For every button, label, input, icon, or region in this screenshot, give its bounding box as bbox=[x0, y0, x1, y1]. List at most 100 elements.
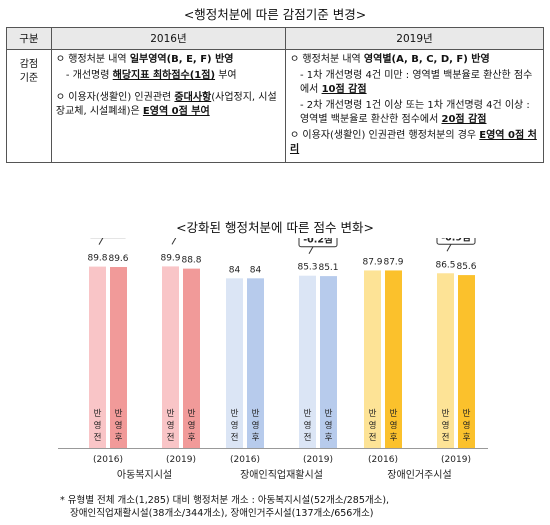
criteria-text: 부여 bbox=[215, 70, 237, 81]
year-label: (2016) bbox=[93, 455, 123, 465]
bar-label: 후 bbox=[188, 433, 196, 443]
criteria-text: ㅇ 행정처분 내역 bbox=[289, 54, 364, 65]
footnote: * 유형별 전체 개소(1,285) 대비 행정처분 개소 : 아동복지시설(5… bbox=[60, 494, 389, 520]
section-title-chart: <강화된 행정처분에 따른 점수 변화> bbox=[176, 220, 374, 235]
header-2019: 2019년 bbox=[284, 27, 545, 50]
year-label: (2016) bbox=[230, 455, 260, 465]
table-header-row: 구분 2016년 2019년 bbox=[6, 27, 545, 50]
bar bbox=[162, 266, 179, 448]
callout-pointer bbox=[171, 238, 177, 245]
category-label: 장애인거주시설 bbox=[387, 469, 451, 481]
bar-label: 전 bbox=[369, 432, 377, 443]
bar-label: 영 bbox=[390, 420, 398, 431]
table-row: 감점 기준 ㅇ 행정처분 내역 일부영역(B, E, F) 반영 - 개선명령 해… bbox=[6, 49, 545, 163]
bar bbox=[458, 275, 475, 448]
value-label: 89.6 bbox=[108, 254, 128, 264]
value-label: 85.1 bbox=[318, 263, 338, 273]
bar-label: 영 bbox=[231, 420, 239, 431]
bar-label: 영 bbox=[167, 420, 175, 431]
year-label: (2019) bbox=[303, 455, 333, 465]
bar-label: 영 bbox=[304, 420, 312, 431]
bar bbox=[247, 278, 264, 448]
year-label: (2016) bbox=[368, 455, 398, 465]
criteria-item: ㅇ 행정처분 내역 영역별(A, B, C, D, F) 반영 bbox=[290, 53, 539, 67]
callout-pointer bbox=[98, 238, 104, 245]
bar-label: 반 bbox=[167, 408, 175, 419]
header-2016: 2016년 bbox=[50, 27, 286, 50]
value-label: 87.9 bbox=[383, 257, 403, 267]
bar-label: 반 bbox=[463, 408, 471, 419]
bar bbox=[299, 275, 316, 448]
callout-pointer bbox=[446, 244, 452, 252]
criteria-item: - 2차 개선명령 1건 이상 또는 1차 개선명령 4건 이상 : 영역별 백… bbox=[290, 99, 539, 127]
value-label: 84 bbox=[229, 265, 241, 275]
change-label: -0.9점 bbox=[441, 238, 471, 243]
bar-label: 후 bbox=[115, 433, 123, 443]
bar-label: 전 bbox=[304, 432, 312, 443]
criteria-text: 영역별(A, B, C, D, F) 반영 bbox=[363, 54, 490, 65]
criteria-item: ㅇ 행정처분 내역 일부영역(B, E, F) 반영 bbox=[56, 53, 281, 67]
bar-label: 전 bbox=[442, 432, 450, 443]
criteria-text: 10점 감점 bbox=[321, 84, 367, 95]
row-label-line1: 감점 bbox=[19, 59, 39, 70]
criteria-text: 해당지표 최하점수(1점) bbox=[112, 70, 216, 81]
bar-label: 반 bbox=[231, 408, 239, 419]
footnote-line1: * 유형별 전체 개소(1,285) 대비 행정처분 개소 : 아동복지시설(5… bbox=[60, 495, 390, 506]
bar bbox=[183, 268, 200, 448]
bar-label: 반 bbox=[252, 408, 260, 419]
bar bbox=[320, 276, 337, 448]
change-label: -0.2점 bbox=[303, 238, 333, 246]
criteria-text: ㅇ 행정처분 내역 bbox=[55, 54, 130, 65]
criteria-text: 20점 감점 bbox=[441, 114, 487, 125]
bar bbox=[437, 273, 454, 448]
criteria-text: (사업정지, 시설장교체, 시설폐쇄)은 bbox=[55, 92, 277, 117]
criteria-2019-cell: ㅇ 행정처분 내역 영역별(A, B, C, D, F) 반영 - 1차 개선명령… bbox=[284, 49, 545, 163]
criteria-text: 일부영역(B, E, F) 반영 bbox=[129, 54, 234, 65]
criteria-text: - 2차 개선명령 1건 이상 또는 1차 개선명령 4건 이상 : 영역별 백… bbox=[299, 100, 530, 125]
bar-label: 영 bbox=[325, 420, 333, 431]
criteria-text: ㅇ 이용자(생활인) 인권관련 bbox=[55, 92, 175, 103]
bar-label: 영 bbox=[369, 420, 377, 431]
bar-label: 반 bbox=[369, 408, 377, 419]
header-category: 구분 bbox=[6, 27, 52, 50]
bar-label: 반 bbox=[325, 408, 333, 419]
criteria-item: - 개선명령 해당지표 최하점수(1점) 부여 bbox=[56, 69, 281, 83]
bar-label: 후 bbox=[252, 433, 260, 443]
value-label: 85.6 bbox=[456, 262, 476, 272]
bar-label: 전 bbox=[94, 432, 102, 443]
bar-label: 반 bbox=[94, 408, 102, 419]
section-title-criteria: <행정처분에 따른 감점기준 변경> bbox=[183, 7, 367, 22]
criteria-2016-cell: ㅇ 행정처분 내역 일부영역(B, E, F) 반영 - 개선명령 해당지표 최하… bbox=[50, 49, 286, 163]
criteria-text: E영역 0점 부여 bbox=[142, 106, 210, 117]
bar-label: 영 bbox=[94, 420, 102, 431]
bar bbox=[110, 267, 127, 448]
bar-label: 반 bbox=[188, 408, 196, 419]
bar-label: 전 bbox=[167, 432, 175, 443]
change-callout bbox=[436, 238, 476, 245]
bar bbox=[89, 266, 106, 448]
bar bbox=[385, 270, 402, 448]
bar-label: 영 bbox=[115, 420, 123, 431]
bar-label: 반 bbox=[390, 408, 398, 419]
year-label: (2019) bbox=[441, 455, 471, 465]
callout-pointer bbox=[308, 246, 314, 254]
year-label: (2019) bbox=[166, 455, 196, 465]
bar-label: 후 bbox=[390, 433, 398, 443]
change-callout bbox=[298, 238, 338, 248]
bar-label: 반 bbox=[304, 408, 312, 419]
bar-label: 영 bbox=[442, 420, 450, 431]
criteria-text: - 1차 개선명령 4건 미만 : 영역별 백분율로 환산한 점수에서 bbox=[299, 70, 533, 95]
bar bbox=[226, 278, 243, 448]
bar-label: 후 bbox=[463, 433, 471, 443]
bar-label: 전 bbox=[231, 432, 239, 443]
row-label-line2: 기준 bbox=[19, 73, 39, 84]
bar-label: 영 bbox=[463, 420, 471, 431]
criteria-comparison-table: 구분 2016년 2019년 감점 기준 ㅇ 행정처분 내역 일부영역(B, E… bbox=[6, 27, 545, 163]
row-label: 감점 기준 bbox=[6, 49, 52, 163]
value-label: 89.8 bbox=[87, 254, 107, 264]
bar-label: 반 bbox=[115, 408, 123, 419]
value-label: 85.3 bbox=[297, 263, 317, 273]
criteria-item: - 1차 개선명령 4건 미만 : 영역별 백분율로 환산한 점수에서 10점 … bbox=[290, 69, 539, 97]
bar-label: 반 bbox=[442, 408, 450, 419]
bar bbox=[364, 270, 381, 448]
